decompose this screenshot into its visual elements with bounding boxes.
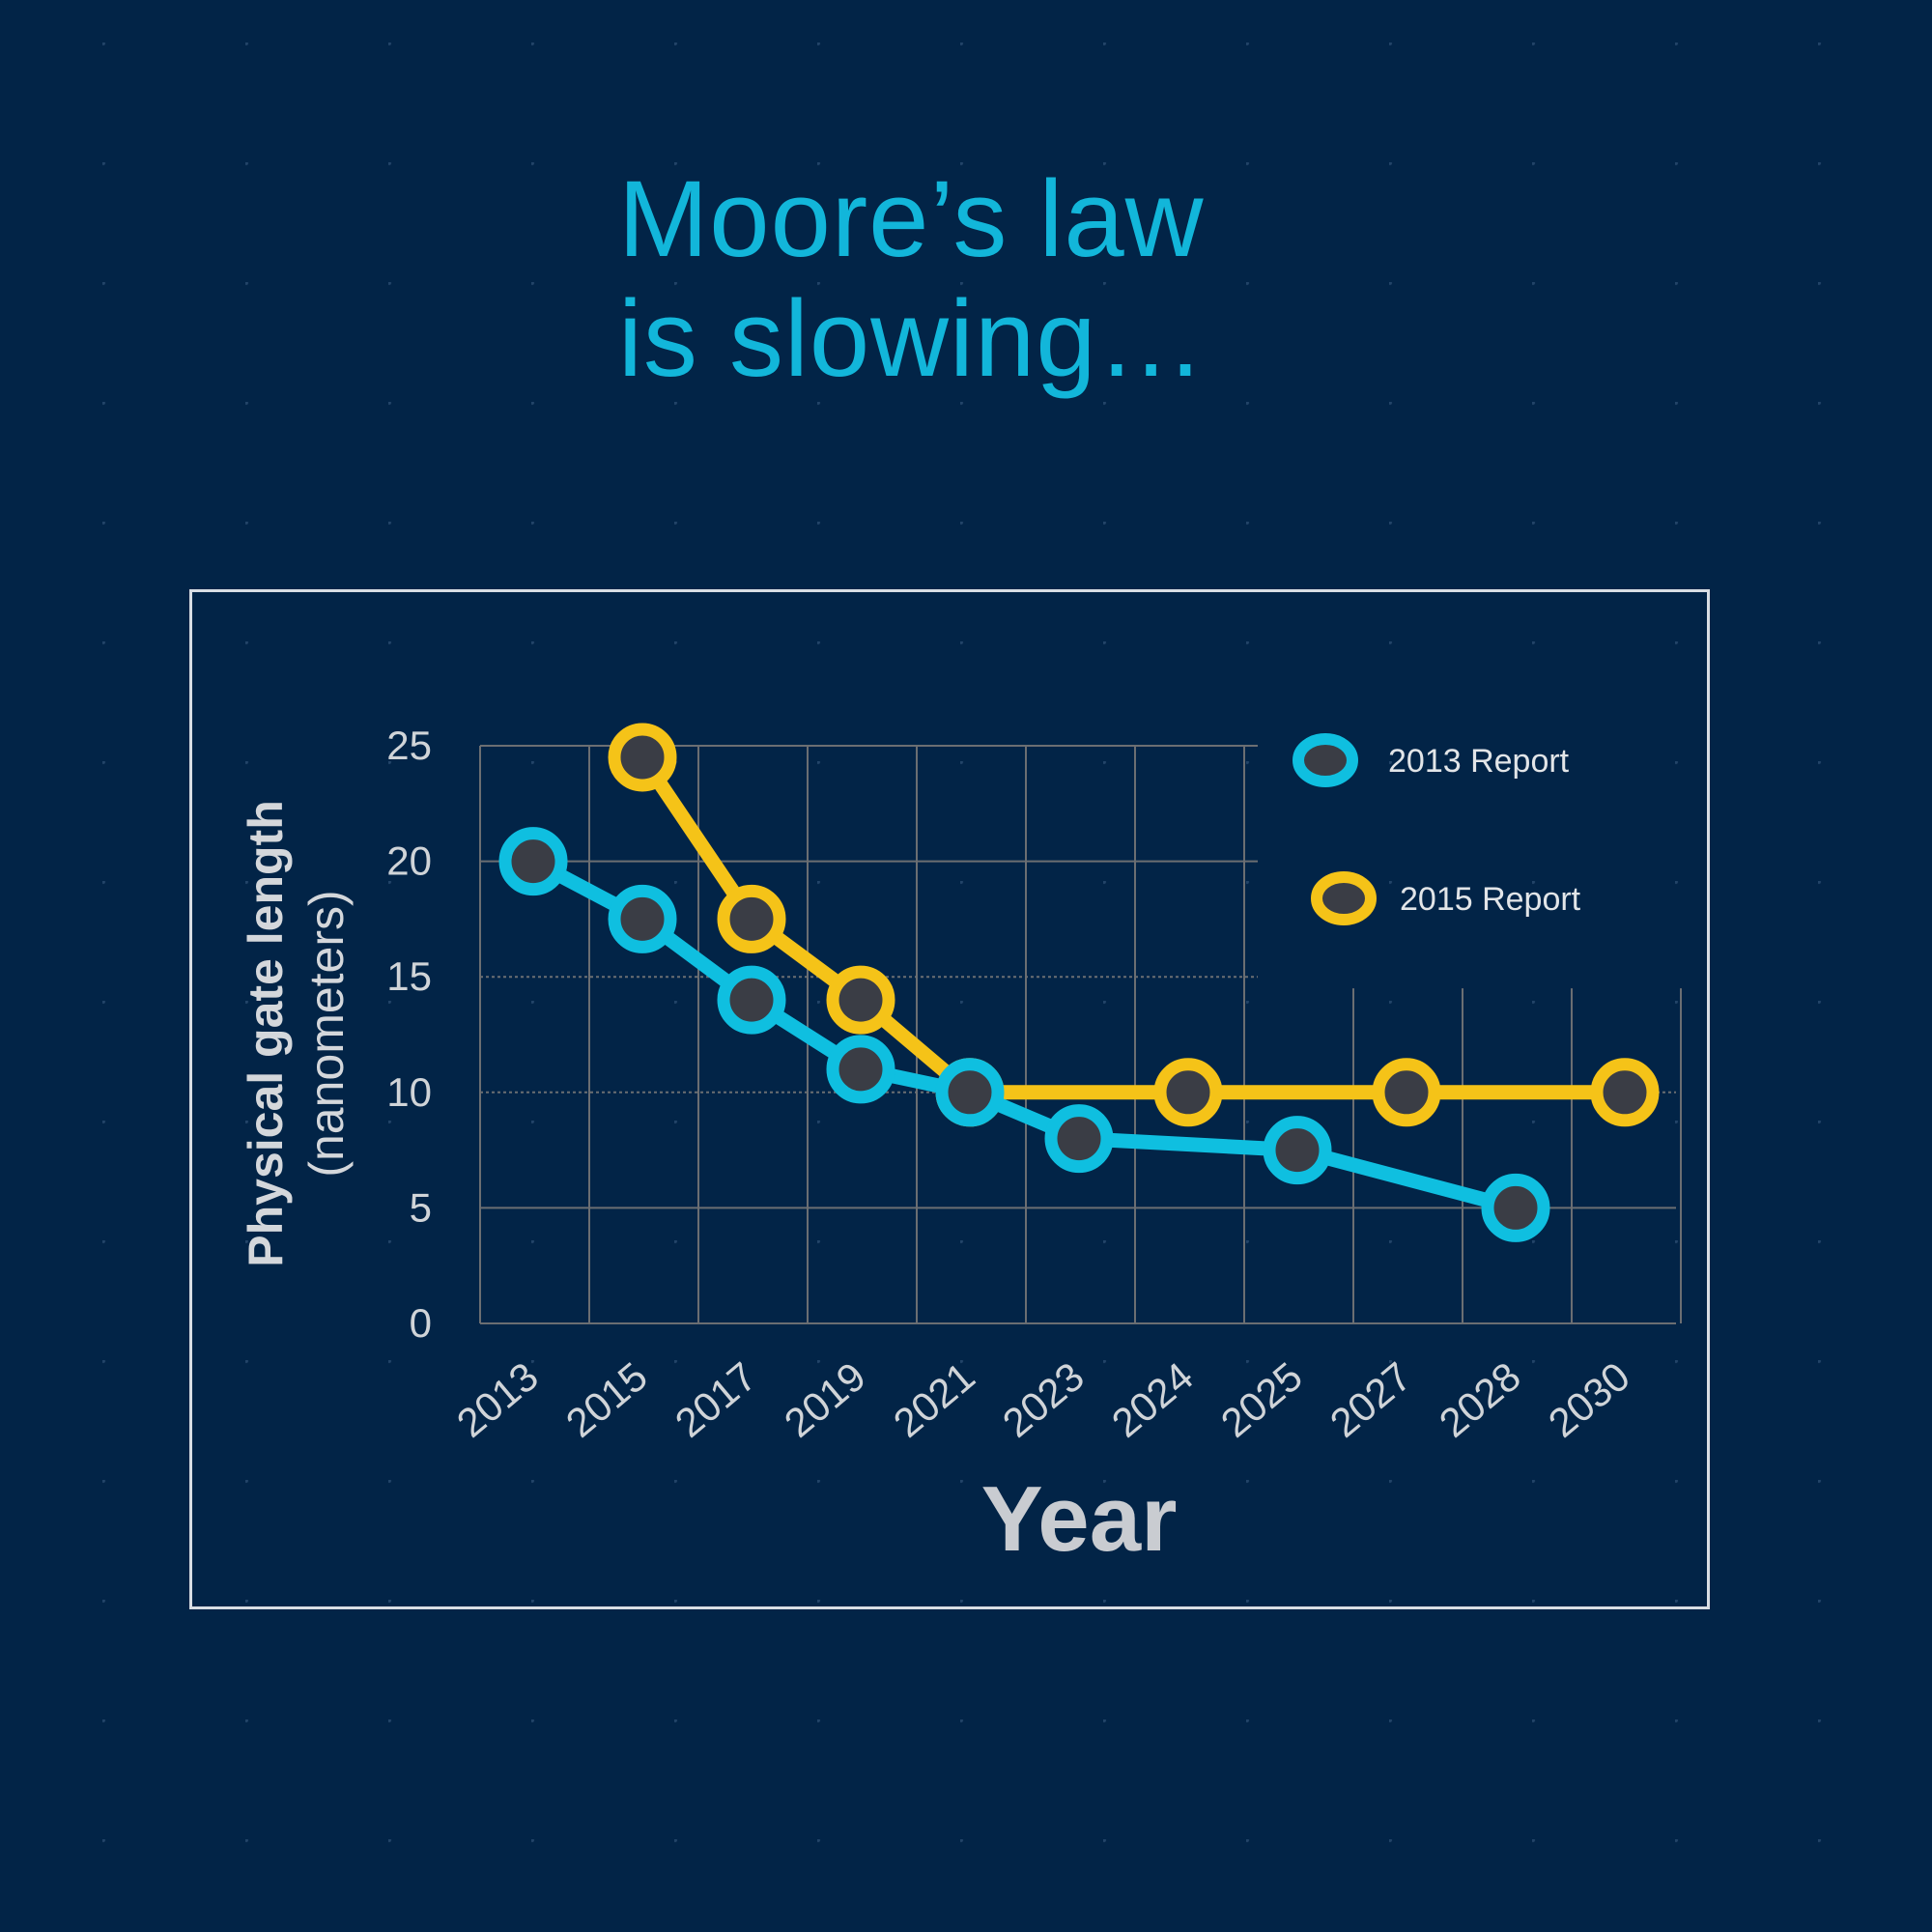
data-point <box>935 1058 1005 1127</box>
y-tick-label: 5 <box>410 1184 432 1230</box>
data-point <box>1263 1116 1332 1185</box>
data-point <box>608 884 677 953</box>
y-axis-title-line-1: Physical gate length <box>239 800 293 1266</box>
x-tick-label: 2025 <box>1212 1353 1311 1446</box>
x-tick-label: 2027 <box>1321 1353 1420 1446</box>
legend-label: 2013 Report <box>1388 743 1570 780</box>
data-point <box>1590 1058 1660 1127</box>
data-point <box>717 884 786 953</box>
data-point <box>826 965 895 1035</box>
x-tick-label: 2017 <box>667 1353 765 1446</box>
data-point <box>1372 1058 1441 1127</box>
data-point <box>826 1035 895 1104</box>
title-line-1: Moore’s law <box>618 158 1205 279</box>
x-tick-label: 2030 <box>1540 1353 1638 1446</box>
x-tick-label: 2021 <box>885 1353 983 1446</box>
x-tick-label: 2023 <box>994 1353 1093 1446</box>
y-axis-title-line-2: (nanometers) <box>299 890 354 1177</box>
x-tick-label: 2024 <box>1103 1353 1202 1446</box>
y-tick-label: 10 <box>386 1069 432 1115</box>
y-tick-label: 25 <box>386 723 432 768</box>
legend-label: 2015 Report <box>1400 881 1581 918</box>
y-tick-label: 0 <box>410 1300 432 1346</box>
x-tick-label: 2013 <box>448 1353 547 1446</box>
data-point <box>1153 1058 1223 1127</box>
data-point <box>498 827 568 896</box>
slide-title: Moore’s law is slowing… <box>618 159 1352 399</box>
x-tick-label: 2028 <box>1431 1353 1529 1446</box>
x-tick-label: 2019 <box>776 1353 874 1446</box>
y-tick-label: 15 <box>386 953 432 999</box>
series-2015-report <box>608 723 1660 1127</box>
data-point <box>1481 1173 1550 1242</box>
series-line <box>635 750 1633 1100</box>
legend: 2013 Report 2015 Report <box>1293 733 1581 925</box>
series-2013-report <box>498 827 1550 1242</box>
y-tick-label: 20 <box>386 838 432 884</box>
legend-marker <box>1311 871 1377 925</box>
title-line-2: is slowing… <box>618 278 1207 399</box>
data-point <box>608 723 677 792</box>
x-tick-label: 2015 <box>557 1353 656 1446</box>
data-point <box>1044 1104 1114 1174</box>
legend-marker <box>1293 733 1358 787</box>
data-point <box>717 965 786 1035</box>
x-axis-title: Year <box>981 1467 1178 1571</box>
